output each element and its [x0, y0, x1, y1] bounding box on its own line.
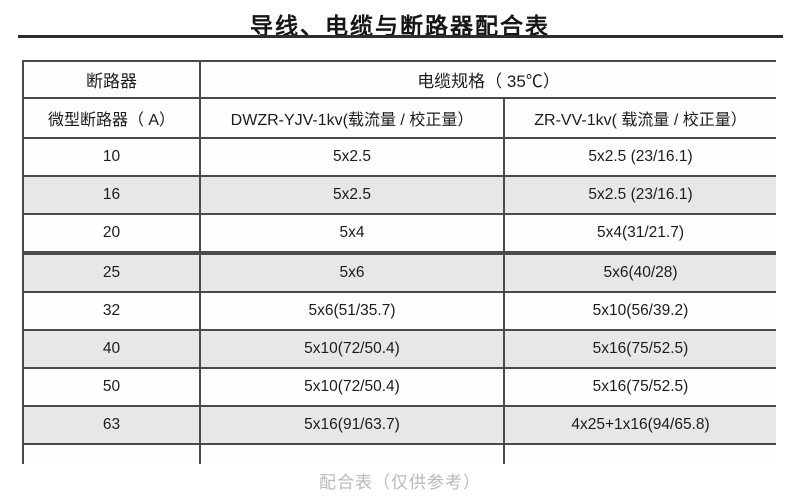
cell-zr-vv-spec: 5x4(31/21.7) [502, 213, 776, 254]
cell-zr-vv-spec: 5x16(75/52.5) [502, 367, 776, 407]
table-row: 16 5x2.5 5x2.5 (23/16.1) [22, 175, 776, 215]
table-caption: 配合表（仅供参考） [319, 473, 481, 492]
cutoff-cell [199, 443, 505, 464]
header-breaker-group: 断路器 [22, 60, 201, 99]
table-row: 20 5x4 5x4(31/21.7) [22, 213, 776, 254]
table-row: 32 5x6(51/35.7) 5x10(56/39.2) [22, 291, 776, 331]
cell-breaker-rating: 50 [22, 367, 201, 407]
header-dwzr-column: DWZR-YJV-1kv(载流量 / 校正量） [199, 97, 505, 139]
title-underline-rule [18, 35, 783, 38]
table-row: 40 5x10(72/50.4) 5x16(75/52.5) [22, 329, 776, 369]
table-row: 10 5x2.5 5x2.5 (23/16.1) [22, 137, 776, 177]
cell-breaker-rating: 32 [22, 291, 201, 331]
cell-dwzr-yjv-spec: 5x10(72/50.4) [199, 367, 505, 407]
header-breaker-column: 微型断路器（ A） [22, 97, 201, 139]
cutoff-cell [22, 443, 201, 464]
header-row-columns: 微型断路器（ A） DWZR-YJV-1kv(载流量 / 校正量） ZR-VV-… [22, 97, 776, 139]
cell-zr-vv-spec: 5x2.5 (23/16.1) [502, 175, 776, 215]
cell-dwzr-yjv-spec: 5x6 [199, 251, 505, 293]
page-title: 导线、电缆与断路器配合表 [250, 14, 550, 39]
cell-zr-vv-spec: 5x2.5 (23/16.1) [502, 137, 776, 177]
header-row-group: 断路器 电缆规格（ 35℃） [22, 60, 776, 99]
cell-breaker-rating: 40 [22, 329, 201, 369]
table-body: 10 5x2.5 5x2.5 (23/16.1) 16 5x2.5 5x2.5 … [22, 137, 776, 445]
cell-breaker-rating: 20 [22, 213, 201, 254]
table-row: 63 5x16(91/63.7) 4x25+1x16(94/65.8) [22, 405, 776, 445]
breaker-cable-matching-table: 断路器 电缆规格（ 35℃） 微型断路器（ A） DWZR-YJV-1kv(载流… [22, 60, 776, 464]
cell-dwzr-yjv-spec: 5x4 [199, 213, 505, 254]
cell-breaker-rating: 16 [22, 175, 201, 215]
table-row: 25 5x6 5x6(40/28) [22, 251, 776, 293]
cutoff-partial-row [22, 443, 776, 464]
header-cable-spec-group: 电缆规格（ 35℃） [198, 60, 776, 99]
cell-dwzr-yjv-spec: 5x16(91/63.7) [199, 405, 505, 445]
cell-dwzr-yjv-spec: 5x6(51/35.7) [199, 291, 505, 331]
cell-breaker-rating: 10 [22, 137, 201, 177]
table-row: 50 5x10(72/50.4) 5x16(75/52.5) [22, 367, 776, 407]
header-zrvv-column: ZR-VV-1kv( 载流量 / 校正量） [502, 97, 776, 139]
cell-breaker-rating: 63 [22, 405, 201, 445]
cell-zr-vv-spec: 5x16(75/52.5) [502, 329, 776, 369]
cell-dwzr-yjv-spec: 5x2.5 [199, 175, 505, 215]
cell-zr-vv-spec: 5x6(40/28) [502, 251, 776, 293]
cell-dwzr-yjv-spec: 5x2.5 [199, 137, 505, 177]
cutoff-cell [502, 443, 776, 464]
cell-dwzr-yjv-spec: 5x10(72/50.4) [199, 329, 505, 369]
cell-breaker-rating: 25 [22, 251, 201, 293]
cell-zr-vv-spec: 4x25+1x16(94/65.8) [502, 405, 776, 445]
table-container: 断路器 电缆规格（ 35℃） 微型断路器（ A） DWZR-YJV-1kv(载流… [22, 60, 776, 464]
cell-zr-vv-spec: 5x10(56/39.2) [502, 291, 776, 331]
